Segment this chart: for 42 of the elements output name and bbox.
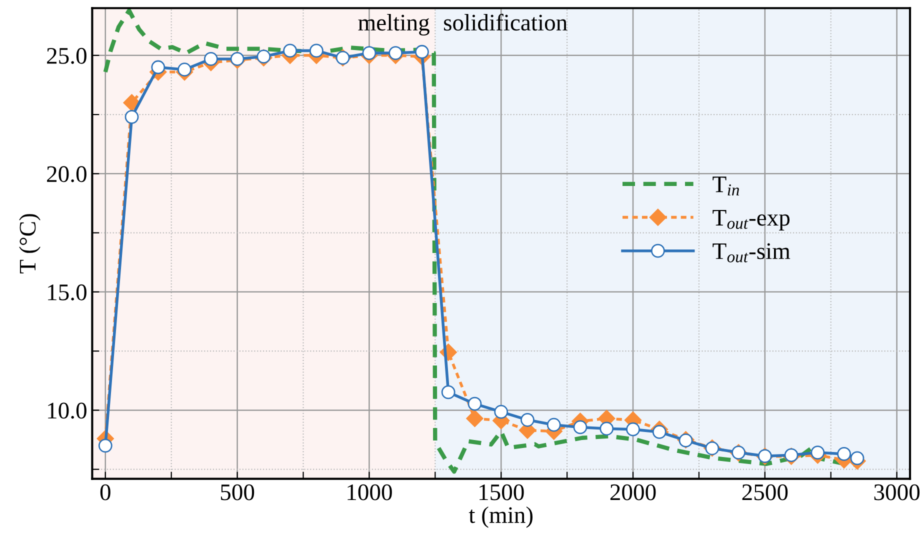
x-tick-label: 3000 (874, 484, 920, 500)
point (520, 412, 534, 427)
band-label: melting (358, 14, 430, 36)
point (466, 410, 484, 428)
y-tick-label: 20.0 (47, 166, 86, 182)
point (388, 46, 403, 60)
point (468, 396, 482, 411)
x-tick-label: 500 (220, 484, 254, 500)
x-tick-label: 1500 (480, 484, 524, 500)
x-tick-label: 0 (100, 484, 110, 500)
point (626, 422, 640, 436)
x-tick-label: 1000 (348, 484, 392, 500)
y-tick-label: 15.0 (48, 284, 86, 300)
point (850, 451, 864, 466)
point (151, 60, 166, 74)
point (810, 446, 825, 460)
point (573, 420, 588, 434)
x-axis-title: t (min) (468, 506, 533, 528)
point (441, 385, 456, 400)
point (837, 447, 852, 461)
band-label: solidification (444, 14, 568, 31)
point (652, 425, 666, 439)
y-axis-title: T (°C) (19, 214, 40, 274)
point (600, 422, 614, 436)
legend-label: T$_{out}$-exp (712, 210, 790, 230)
x-tick-label: 2000 (610, 484, 656, 500)
point (546, 418, 561, 432)
y-tick-label: 25.0 (47, 48, 86, 64)
legend-label: T$_{in}$ (712, 176, 740, 196)
point (309, 44, 324, 58)
point (123, 94, 140, 112)
y-tick-label: 10.0 (48, 402, 86, 419)
point (178, 62, 192, 77)
point (283, 44, 298, 58)
x-tick-label: 2500 (742, 484, 788, 500)
point (494, 404, 508, 419)
legend-label: T$_{out}$-sim (712, 243, 790, 262)
point (98, 438, 112, 453)
point (362, 46, 376, 60)
point (415, 44, 429, 59)
point (124, 110, 139, 124)
point (204, 52, 218, 66)
